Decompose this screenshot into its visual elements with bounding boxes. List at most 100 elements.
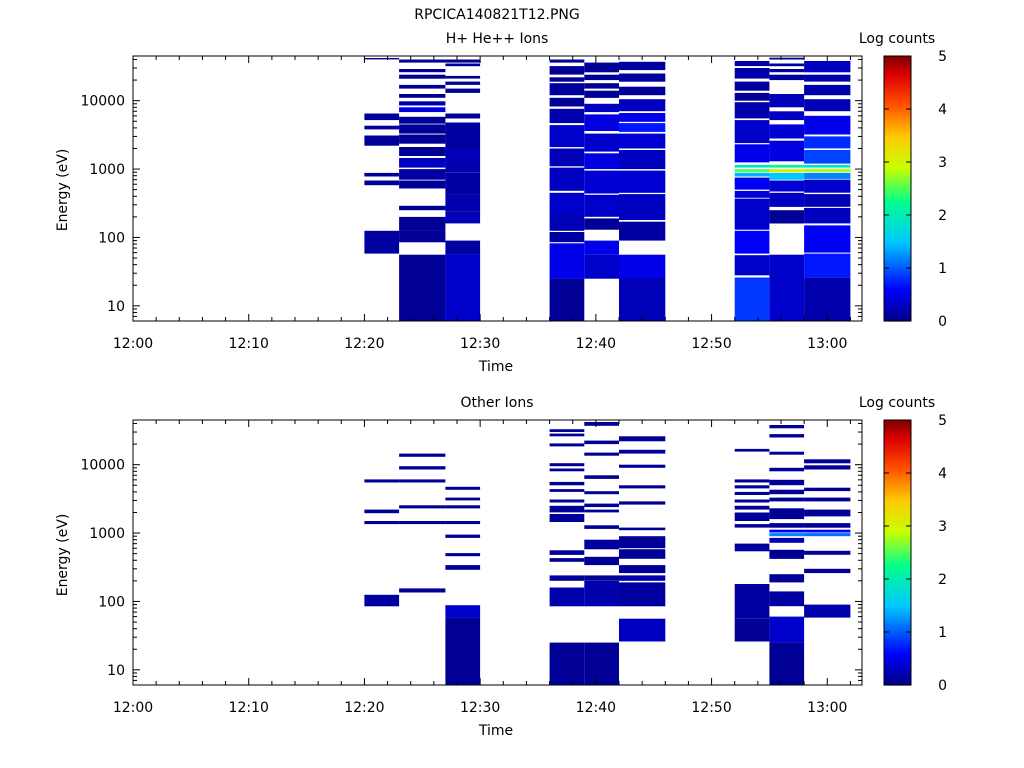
- heatmap-cell: [584, 440, 619, 445]
- colorbar-segment: [884, 78, 911, 81]
- heatmap-cell: [734, 169, 770, 173]
- figure-title: RPCICA140821T12.PNG: [414, 7, 579, 23]
- colorbar-segment: [884, 634, 911, 638]
- x-tick-label: 12:40: [576, 700, 616, 716]
- heatmap-cell: [549, 278, 585, 321]
- heatmap-cell: [399, 74, 446, 79]
- heatmap-cell: [445, 240, 481, 255]
- heatmap-cell: [445, 617, 481, 685]
- heatmap-cell: [734, 172, 770, 177]
- colorbar-segment: [884, 640, 911, 644]
- heatmap-cell: [584, 452, 619, 456]
- heatmap-cell: [619, 61, 666, 71]
- colorbar-segment: [884, 173, 911, 176]
- colorbar-segment: [884, 420, 911, 423]
- panel-2-axes: 12:00 12:10 12:20 12:30 12:40 12:50 13:00 10 100…: [80, 419, 863, 716]
- heatmap-cell: [769, 549, 805, 559]
- panel-2-x-axis-label: Time: [478, 723, 513, 739]
- y-tick-label: 100: [98, 230, 125, 246]
- colorbar-segment: [884, 464, 911, 467]
- heatmap-cell: [734, 584, 770, 619]
- heatmap-cell: [445, 194, 481, 212]
- heatmap-cell: [769, 94, 805, 108]
- colorbar-segment: [884, 682, 911, 686]
- heatmap-cell: [584, 218, 619, 230]
- colorbar-segment: [884, 534, 911, 538]
- heatmap-cell: [804, 523, 851, 528]
- heatmap-cell: [734, 479, 770, 483]
- colorbar-segment: [884, 60, 911, 64]
- heatmap-cell: [549, 59, 585, 63]
- y-tick-label: 10: [107, 663, 125, 679]
- plot-frame: [132, 419, 863, 686]
- colorbar-segment: [884, 263, 911, 267]
- colorbar-segment: [884, 519, 911, 523]
- heatmap-cell: [549, 575, 585, 581]
- heatmap-cell: [619, 485, 666, 489]
- colorbar-segment: [884, 656, 911, 660]
- heatmap-cell: [769, 533, 805, 537]
- heatmap-cell: [769, 169, 805, 173]
- colorbar-segment: [884, 671, 911, 675]
- colorbar-segment: [884, 307, 911, 311]
- colorbar-segment: [884, 627, 911, 631]
- colorbar-segment: [884, 290, 911, 293]
- colorbar-segment: [884, 248, 911, 251]
- heatmap-cell: [364, 521, 400, 525]
- heatmap-cell: [584, 525, 619, 529]
- colorbar-segment: [884, 212, 911, 216]
- colorbar-segment: [884, 475, 911, 479]
- heatmap-cell: [399, 180, 446, 189]
- heatmap-cell: [445, 75, 481, 79]
- heatmap-cell: [804, 568, 851, 574]
- colorbar-segment: [884, 131, 911, 134]
- colorbar-segment: [884, 146, 911, 150]
- colorbar-segment: [884, 301, 911, 304]
- colorbar-segment: [884, 579, 911, 582]
- heatmap-cell: [804, 207, 851, 224]
- colorbar-segment: [884, 261, 911, 265]
- colorbar-tick-label: 0: [938, 314, 947, 330]
- colorbar-segment: [884, 69, 911, 73]
- heatmap-cell: [619, 86, 666, 96]
- colorbar-segment: [884, 590, 911, 593]
- heatmap-cell: [619, 113, 666, 122]
- colorbar-segment: [884, 654, 911, 657]
- heatmap-cell: [399, 134, 446, 144]
- colorbar-segment: [884, 168, 911, 172]
- heatmap-cell: [804, 497, 851, 502]
- colorbar-segment: [884, 486, 911, 490]
- heatmap-cell: [619, 575, 666, 581]
- heatmap-cell: [769, 451, 805, 455]
- colorbar-segment: [884, 424, 911, 428]
- colorbar-segment: [884, 530, 911, 534]
- heatmap-cell: [584, 153, 619, 170]
- colorbar-segment: [884, 111, 911, 115]
- colorbar-segment: [884, 514, 911, 518]
- x-tick-label: 12:20: [344, 700, 384, 716]
- colorbar-segment: [884, 660, 911, 664]
- colorbar-segment: [884, 523, 911, 527]
- heatmap-cell: [549, 463, 585, 467]
- colorbar-segment: [884, 285, 911, 289]
- colorbar-segment: [884, 102, 911, 106]
- colorbar-segment: [884, 58, 911, 62]
- heatmap-cell: [734, 198, 770, 230]
- colorbar-segment: [884, 190, 911, 194]
- panel-1-title: H+ He++ Ions: [446, 31, 549, 47]
- colorbar-segment: [884, 612, 911, 615]
- heatmap-cell: [734, 512, 770, 521]
- colorbar-segment: [884, 239, 911, 243]
- colorbar-segment: [884, 128, 911, 132]
- colorbar-segment: [884, 223, 911, 227]
- colorbar-segment: [884, 93, 911, 97]
- colorbar-segment: [884, 135, 911, 139]
- colorbar-segment: [884, 234, 911, 238]
- colorbar-segment: [884, 84, 911, 88]
- colorbar-segment: [884, 470, 911, 474]
- heatmap-cell: [549, 481, 585, 486]
- heatmap-cell: [549, 125, 585, 148]
- heatmap-cell: [804, 150, 851, 164]
- y-tick-label: 10: [107, 299, 125, 315]
- colorbar-segment: [884, 188, 911, 192]
